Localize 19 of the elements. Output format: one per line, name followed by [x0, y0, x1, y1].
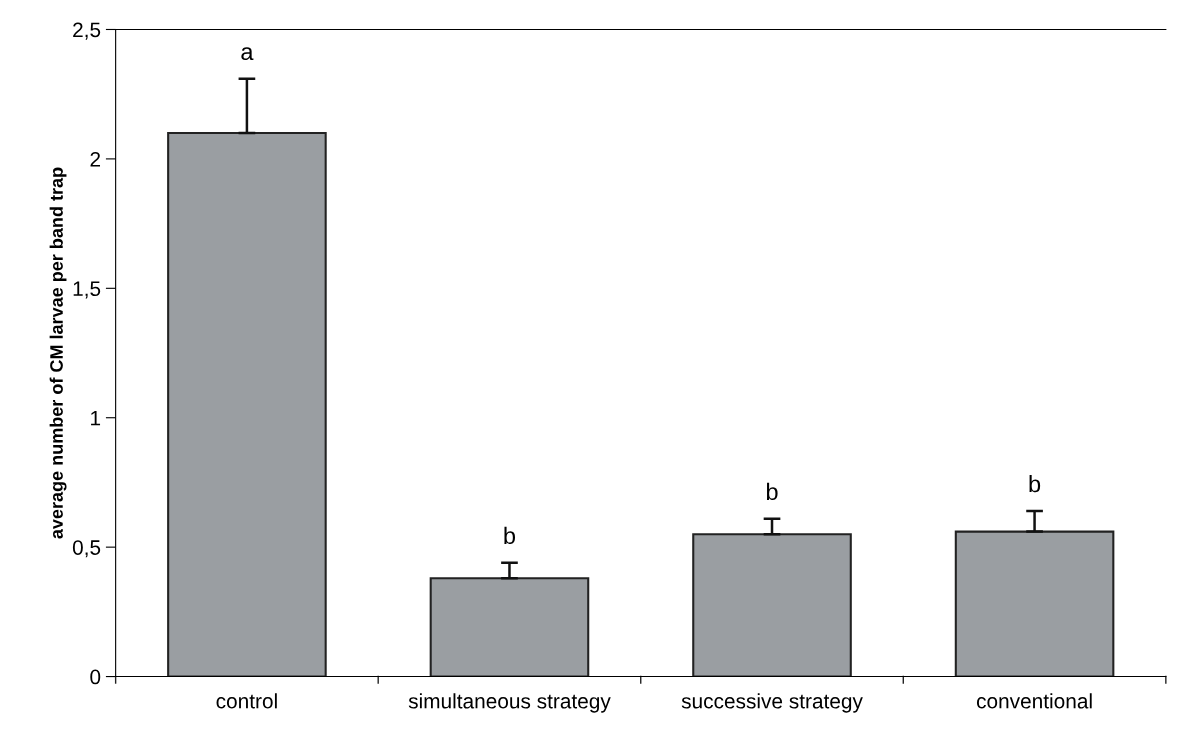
y-tick-label: 2 [90, 151, 101, 167]
x-tick-label: control [216, 693, 277, 709]
bar [954, 530, 1115, 677]
bar [429, 577, 590, 677]
annotation: b [766, 482, 778, 501]
y-tick-label: 2,5 [73, 22, 101, 40]
y-tick-label: 0 [90, 669, 101, 685]
annotation: a [241, 47, 254, 61]
bar [692, 533, 852, 677]
annotation: b [1029, 475, 1041, 493]
y-tick-label: 1 [91, 410, 101, 426]
x-tick-label: successive strategy [681, 693, 863, 713]
y-axis-title: average number of CM larvae per band trap [49, 167, 67, 539]
y-tick-label: 1,5 [73, 281, 101, 299]
y-tick-label: 0,5 [72, 540, 101, 558]
annotation: b [504, 526, 516, 545]
x-tick-label: conventional [976, 693, 1092, 709]
x-tick-label: simultaneous strategy [408, 693, 611, 713]
bar [167, 131, 327, 677]
